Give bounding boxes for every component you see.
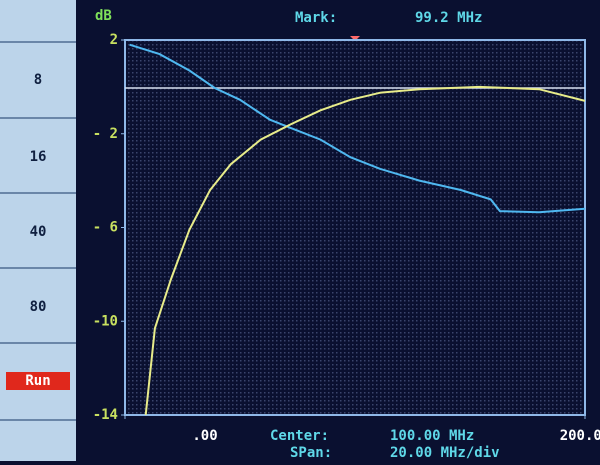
- side-button[interactable]: 8: [34, 72, 42, 88]
- x-tick-label: 200.00: [560, 428, 600, 444]
- marker-label: Mark:: [295, 10, 337, 26]
- side-dividers: [0, 41, 76, 421]
- trace: [129, 43, 586, 214]
- marker-value: 99.2 MHz: [415, 10, 482, 26]
- x-tick-label: .00: [192, 428, 217, 444]
- run-button[interactable]: Run: [25, 373, 50, 389]
- y-tick-label: 2: [110, 32, 118, 48]
- trace: [144, 85, 586, 416]
- span-value: 20.00 MHz/div: [390, 445, 500, 461]
- center-label: Center:: [270, 428, 329, 444]
- grid: [125, 40, 585, 415]
- y-tick-label: -14: [93, 407, 118, 423]
- y-tick-label: -10: [93, 313, 118, 329]
- marker-pointer: [350, 36, 360, 41]
- center-value: 100.00 MHz: [390, 428, 474, 444]
- y-tick-label: - 2: [93, 126, 118, 142]
- y-axis-label: dB: [95, 8, 112, 24]
- y-tick-label: - 6: [93, 220, 118, 236]
- side-button[interactable]: 80: [30, 299, 47, 315]
- run-box[interactable]: [6, 372, 70, 390]
- span-label: SPan:: [290, 445, 332, 461]
- side-button[interactable]: 16: [30, 149, 47, 165]
- side-button[interactable]: 40: [30, 224, 47, 240]
